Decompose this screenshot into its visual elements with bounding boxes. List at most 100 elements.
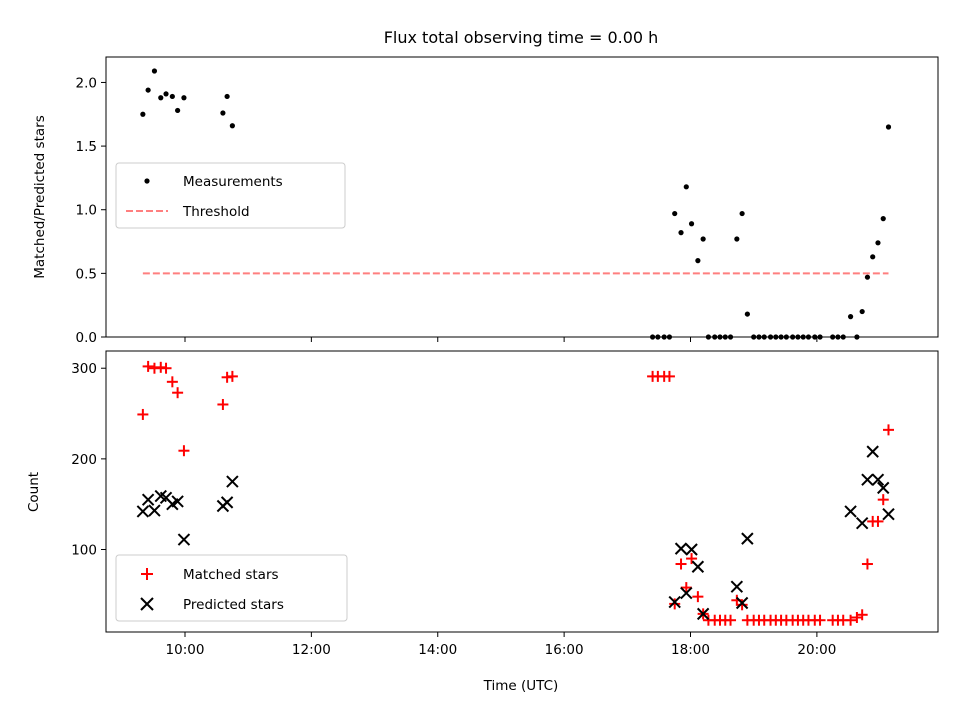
- predicted-star-point: [844, 505, 857, 518]
- legend-measurements-marker: [144, 178, 150, 184]
- matched-star-point: [861, 558, 873, 570]
- top-y-tick-label: 1.5: [76, 139, 97, 155]
- x-tick-label: 14:00: [418, 642, 457, 658]
- matched-star-point: [172, 387, 184, 399]
- measurement-point: [672, 210, 678, 217]
- measurement-point: [695, 258, 701, 264]
- predicted-star-point: [171, 495, 184, 508]
- measurement-point: [151, 68, 158, 74]
- legend-threshold-label: Threshold: [182, 204, 250, 220]
- top-legend: Measurements Threshold: [115, 162, 346, 229]
- predicted-star-point: [226, 475, 239, 488]
- matched-star-point: [845, 614, 857, 626]
- legend-predicted-label: Predicted stars: [183, 597, 284, 613]
- predicted-star-point: [680, 586, 693, 600]
- matched-star-point: [669, 598, 681, 610]
- matched-star-point: [883, 424, 895, 436]
- bottom-y-axis-label: Count: [26, 472, 42, 512]
- top-y-tick-label: 0.0: [76, 330, 97, 346]
- measurement-point: [683, 184, 689, 190]
- predicted-star-point: [871, 473, 885, 486]
- predicted-star-point: [674, 542, 688, 555]
- predicted-star-point: [877, 481, 890, 495]
- measurement-point: [880, 216, 886, 222]
- top-y-tick-label: 2.0: [76, 75, 97, 91]
- measurement-point: [688, 221, 695, 227]
- top-y-tick-label: 1.0: [76, 203, 97, 219]
- matched-star-point: [877, 494, 889, 506]
- x-tick-label: 12:00: [292, 642, 331, 658]
- predicted-star-point: [691, 560, 705, 573]
- matched-star-point: [872, 515, 884, 527]
- measurement-point: [870, 254, 876, 260]
- top-chart-title: Flux total observing time = 0.00 h: [384, 28, 659, 47]
- x-tick-label: 20:00: [797, 642, 836, 658]
- top-panel: 0.0 0.5 1.0 1.5 2.0: [76, 56, 939, 346]
- measurement-point: [145, 87, 151, 93]
- matched-star-point: [166, 376, 178, 388]
- legend-matched-label: Matched stars: [183, 567, 279, 583]
- top-y-tick-label: 0.5: [76, 266, 97, 282]
- matched-star-point: [142, 360, 154, 372]
- measurement-point: [163, 91, 169, 97]
- measurement-point: [224, 93, 230, 100]
- x-tick-label: 18:00: [671, 642, 710, 658]
- matched-star-point: [663, 370, 675, 382]
- x-tick-label: 16:00: [545, 642, 584, 658]
- bottom-y-tick-label: 200: [71, 452, 97, 468]
- legend-measurements-label: Measurements: [183, 174, 283, 190]
- predicted-star-point: [685, 543, 698, 556]
- matched-star-point: [856, 609, 868, 621]
- matched-star-point: [725, 614, 737, 626]
- matched-star-point: [217, 398, 229, 410]
- x-axis-label: Time (UTC): [483, 678, 559, 694]
- predicted-star-point: [730, 580, 744, 593]
- predicted-star-point: [855, 517, 869, 530]
- measurement-point: [700, 236, 706, 242]
- matched-star-point: [686, 553, 698, 565]
- predicted-star-point: [882, 507, 895, 521]
- bottom-legend-box: [115, 554, 348, 622]
- predicted-star-point: [668, 595, 681, 609]
- legend-matched-marker: [141, 568, 153, 580]
- matched-star-point: [226, 370, 238, 382]
- matched-star-point: [680, 582, 692, 594]
- measurement-point: [175, 107, 181, 114]
- top-axes-frame: [105, 56, 939, 338]
- predicted-star-point: [220, 496, 234, 509]
- matched-star-point: [675, 558, 687, 570]
- matched-star-point: [814, 614, 826, 626]
- predicted-star-point: [148, 504, 161, 517]
- measurement-point: [181, 95, 187, 101]
- measurement-point: [678, 230, 684, 236]
- measurement-point: [864, 274, 871, 280]
- measurement-point: [158, 95, 164, 101]
- measurement-point: [875, 240, 881, 246]
- predicted-star-point: [177, 533, 191, 546]
- measurement-point: [734, 236, 740, 242]
- matched-star-point: [736, 599, 748, 611]
- measurement-point: [885, 124, 892, 130]
- matched-star-point: [692, 591, 704, 603]
- predicted-star-point: [735, 596, 749, 610]
- predicted-star-point: [866, 445, 879, 458]
- predicted-star-point: [741, 532, 754, 545]
- bottom-legend: Matched stars Predicted stars: [115, 554, 348, 622]
- x-tick-label: 10:00: [166, 642, 205, 658]
- measurement-point: [859, 308, 865, 315]
- top-legend-box: [115, 162, 346, 229]
- measurement-point: [169, 93, 175, 100]
- predicted-star-point: [696, 607, 710, 621]
- bottom-axes-frame: [105, 350, 939, 633]
- matched-star-point: [137, 408, 149, 420]
- measurement-point: [140, 111, 146, 117]
- bottom-panel: 100 200 300 10:00 12:00 14:00 16:00 18:00 20:00: [71, 350, 939, 658]
- bottom-y-tick-label: 300: [71, 361, 97, 377]
- predicted-star-point: [141, 493, 155, 506]
- measurement-point: [744, 311, 750, 317]
- measurement-point: [229, 123, 235, 129]
- top-y-axis-label: Matched/Predicted stars: [32, 115, 48, 278]
- bottom-y-tick-label: 100: [71, 543, 97, 559]
- measurement-point: [739, 210, 745, 217]
